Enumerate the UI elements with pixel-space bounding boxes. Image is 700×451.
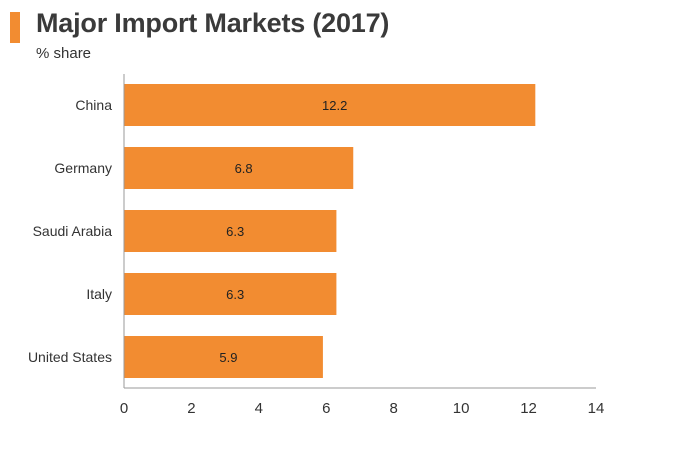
bar	[124, 147, 354, 189]
category-label: Germany	[54, 160, 112, 176]
data-label: 6.3	[226, 224, 244, 239]
x-tick-label: 6	[322, 400, 330, 417]
bar	[124, 336, 323, 378]
x-tick-label: 2	[187, 400, 195, 417]
chart-title: Major Import Markets (2017)	[36, 8, 390, 38]
category-label: China	[75, 97, 112, 113]
bar	[124, 273, 337, 315]
x-tick-label: 10	[453, 400, 470, 417]
x-tick-label: 0	[120, 400, 128, 417]
data-label: 5.9	[219, 350, 237, 365]
category-label: Saudi Arabia	[33, 223, 113, 239]
bar	[124, 84, 536, 126]
data-label: 6.8	[235, 161, 253, 176]
category-label: United States	[28, 349, 112, 365]
x-tick-label: 8	[390, 400, 398, 417]
x-tick-label: 14	[588, 400, 605, 417]
x-tick-label: 12	[520, 400, 537, 417]
data-label: 12.2	[322, 98, 347, 113]
x-tick-label: 4	[255, 400, 263, 417]
data-label: 6.3	[226, 287, 244, 302]
category-label: Italy	[86, 286, 112, 302]
chart-subtitle: % share	[36, 45, 92, 62]
bar	[124, 210, 337, 252]
title-accent-bar	[10, 12, 20, 43]
